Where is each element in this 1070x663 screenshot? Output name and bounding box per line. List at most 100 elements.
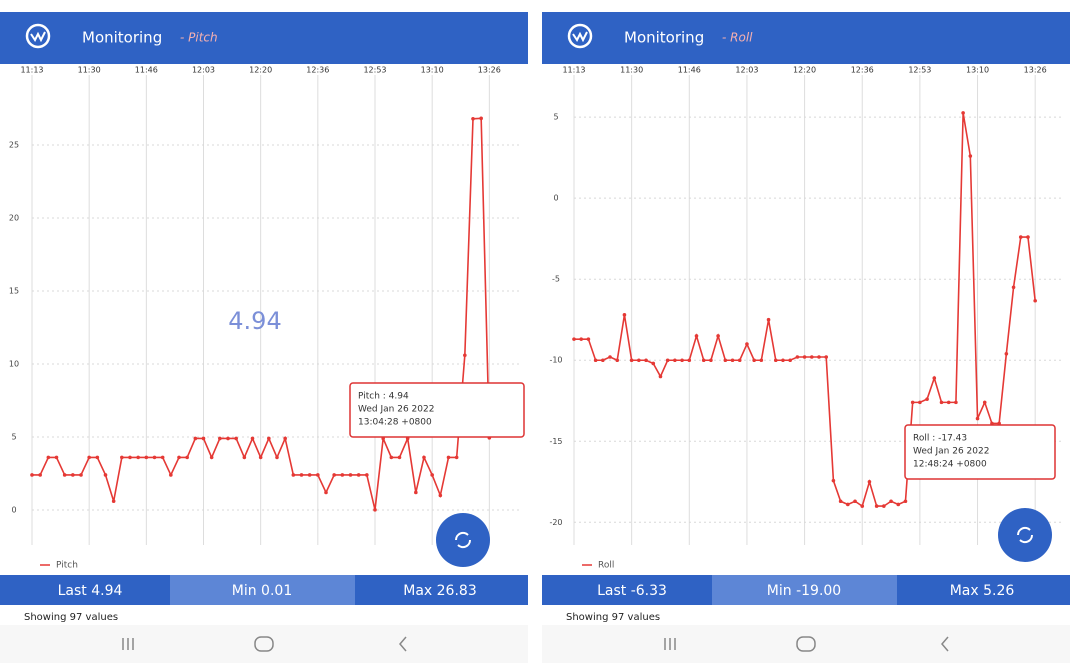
- data-point: [210, 456, 214, 460]
- x-tick-label: 11:30: [620, 66, 643, 75]
- data-point: [414, 491, 418, 495]
- data-point: [781, 358, 785, 362]
- data-point: [259, 456, 263, 460]
- tooltip-line: 12:48:24 +0800: [913, 460, 987, 470]
- data-point: [1012, 286, 1016, 290]
- data-point: [463, 353, 467, 357]
- data-point: [161, 456, 165, 460]
- data-point: [904, 499, 908, 503]
- legend-label: Roll: [598, 561, 614, 571]
- data-point: [202, 437, 206, 441]
- y-tick-label: 15: [9, 287, 19, 296]
- data-point: [145, 456, 149, 460]
- x-tick-label: 12:20: [249, 66, 272, 75]
- data-point: [918, 401, 922, 405]
- footer-text: Showing 97 values: [24, 612, 118, 623]
- data-point: [832, 479, 836, 483]
- data-point: [623, 313, 627, 317]
- nav-bar: [0, 625, 528, 663]
- legend-label: Pitch: [56, 561, 78, 571]
- y-tick-label: 20: [9, 214, 19, 223]
- y-tick-label: 0: [11, 505, 16, 514]
- y-tick-label: -5: [552, 275, 560, 284]
- stat: Min -19.00: [767, 583, 841, 599]
- data-point: [824, 355, 828, 359]
- data-point: [738, 358, 742, 362]
- refresh-button[interactable]: [998, 508, 1052, 562]
- data-point: [120, 456, 124, 460]
- data-point: [911, 401, 915, 405]
- data-point: [702, 358, 706, 362]
- data-point: [788, 358, 792, 362]
- data-point: [234, 437, 238, 441]
- data-point: [695, 334, 699, 338]
- data-point: [357, 473, 361, 477]
- data-point: [961, 111, 965, 115]
- y-tick-label: 0: [553, 194, 558, 203]
- data-point: [308, 473, 312, 477]
- data-point: [630, 358, 634, 362]
- data-point: [390, 456, 394, 460]
- stat: Max 26.83: [403, 583, 476, 599]
- data-point: [136, 456, 140, 460]
- x-tick-label: 12:53: [908, 66, 931, 75]
- app-subtitle: - Pitch: [180, 31, 218, 45]
- data-point: [30, 473, 34, 477]
- x-tick-label: 11:46: [678, 66, 701, 75]
- data-point: [300, 473, 304, 477]
- x-tick-label: 11:46: [135, 66, 158, 75]
- data-point: [796, 355, 800, 359]
- data-point: [96, 456, 100, 460]
- data-point: [587, 337, 591, 341]
- data-point: [767, 318, 771, 322]
- data-point: [104, 473, 108, 477]
- y-tick-label: 10: [9, 360, 19, 369]
- data-point: [439, 494, 443, 498]
- data-point: [447, 456, 451, 460]
- footer-text: Showing 97 values: [566, 612, 660, 623]
- data-point: [839, 499, 843, 503]
- x-tick-label: 13:26: [478, 66, 501, 75]
- data-point: [601, 358, 605, 362]
- data-point: [860, 504, 864, 508]
- data-point: [579, 337, 583, 341]
- data-point: [875, 504, 879, 508]
- data-point: [868, 480, 872, 484]
- data-point: [947, 401, 951, 405]
- tooltip-line: Wed Jan 26 2022: [913, 447, 989, 457]
- data-point: [882, 504, 886, 508]
- x-tick-label: 13:10: [966, 66, 989, 75]
- data-point: [365, 473, 369, 477]
- data-point: [251, 437, 255, 441]
- data-point: [954, 401, 958, 405]
- data-point: [659, 375, 663, 379]
- app-title: Monitoring: [82, 29, 162, 47]
- data-point: [644, 358, 648, 362]
- data-point: [373, 508, 377, 512]
- data-point: [169, 473, 173, 477]
- x-tick-label: 12:36: [851, 66, 874, 75]
- y-tick-label: -10: [549, 356, 562, 365]
- data-point: [332, 473, 336, 477]
- data-point: [267, 437, 271, 441]
- data-point: [243, 456, 247, 460]
- refresh-button[interactable]: [436, 513, 490, 567]
- data-point: [889, 499, 893, 503]
- data-point: [275, 456, 279, 460]
- x-tick-label: 12:53: [363, 66, 386, 75]
- y-tick-label: 25: [9, 141, 19, 150]
- tooltip-line: 13:04:28 +0800: [358, 418, 432, 428]
- data-point: [63, 473, 67, 477]
- data-point: [846, 503, 850, 507]
- data-point: [724, 358, 728, 362]
- data-point: [292, 473, 296, 477]
- x-tick-label: 12:20: [793, 66, 816, 75]
- data-point: [680, 358, 684, 362]
- data-point: [745, 342, 749, 346]
- data-point: [817, 355, 821, 359]
- data-point: [731, 358, 735, 362]
- data-point: [349, 473, 353, 477]
- data-point: [47, 456, 51, 460]
- data-point: [615, 358, 619, 362]
- data-point: [177, 456, 181, 460]
